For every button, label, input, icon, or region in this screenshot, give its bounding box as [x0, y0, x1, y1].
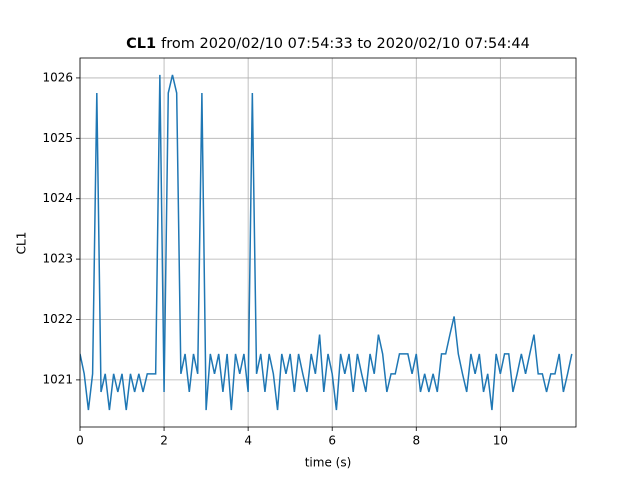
y-tick-label: 1022	[42, 312, 73, 326]
x-tick-label: 10	[493, 434, 508, 448]
x-tick-label: 2	[160, 434, 168, 448]
y-tick-label: 1025	[42, 131, 73, 145]
plot-frame	[79, 57, 577, 428]
y-tick-label: 1026	[42, 70, 73, 84]
x-tick-label: 4	[244, 434, 252, 448]
y-tick-label: 1024	[42, 191, 73, 205]
x-tick-label: 0	[76, 434, 84, 448]
x-tick-label: 6	[328, 434, 336, 448]
y-axis-label: CL1	[15, 232, 29, 255]
title-rest: from 2020/02/10 07:54:33 to 2020/02/10 0…	[161, 36, 530, 52]
x-axis-label: time (s)	[305, 456, 352, 470]
x-tick-label: 8	[412, 434, 420, 448]
line-series	[80, 74, 573, 411]
title-bold: CL1	[126, 36, 156, 52]
y-tick-label: 1021	[42, 372, 73, 386]
chart-title: CL1 from 2020/02/10 07:54:33 to 2020/02/1…	[126, 36, 530, 52]
y-tick-label: 1023	[42, 252, 73, 266]
